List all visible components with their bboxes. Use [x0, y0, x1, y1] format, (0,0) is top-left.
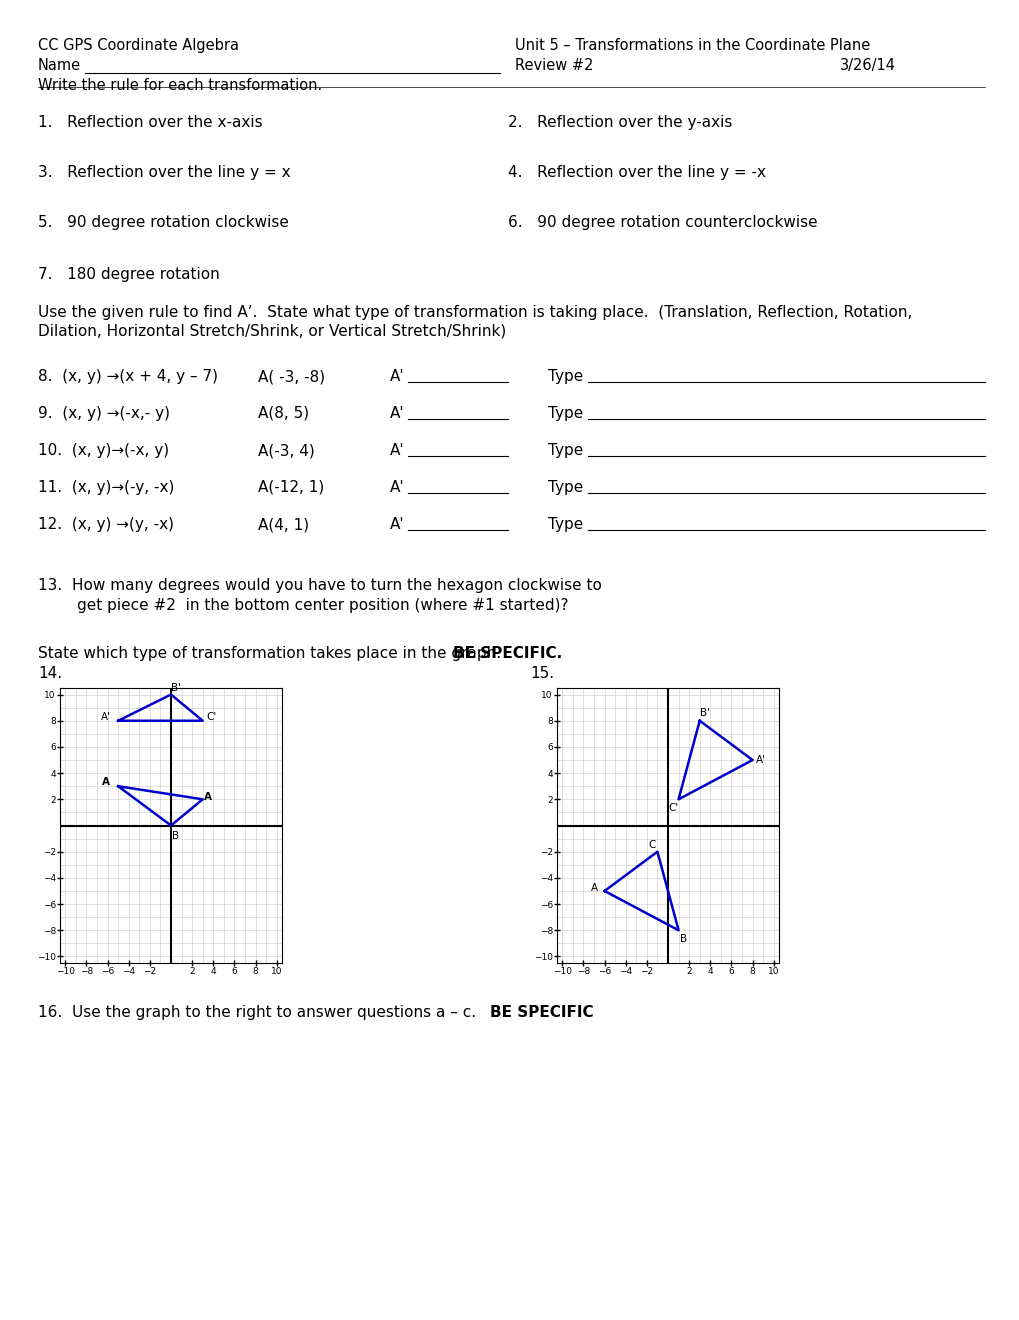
Text: 8.  (x, y) →(x + 4, y – 7): 8. (x, y) →(x + 4, y – 7): [38, 370, 218, 384]
Text: A: A: [590, 883, 597, 894]
Text: A': A': [755, 755, 765, 766]
Text: get piece #2  in the bottom center position (where #1 started)?: get piece #2 in the bottom center positi…: [38, 598, 568, 612]
Text: A': A': [389, 370, 405, 384]
Text: A': A': [389, 480, 405, 495]
Text: C': C': [206, 711, 216, 722]
Text: Review #2: Review #2: [515, 58, 593, 73]
Text: A': A': [389, 517, 405, 532]
Text: 14.: 14.: [38, 667, 62, 681]
Text: BE SPECIFIC: BE SPECIFIC: [489, 1005, 593, 1020]
Text: B': B': [171, 682, 181, 693]
Text: Type: Type: [547, 517, 583, 532]
Text: 5.   90 degree rotation clockwise: 5. 90 degree rotation clockwise: [38, 215, 288, 230]
Text: A(8, 5): A(8, 5): [258, 407, 309, 421]
Text: Type: Type: [547, 480, 583, 495]
Text: State which type of transformation takes place in the graph.: State which type of transformation takes…: [38, 645, 511, 661]
Text: Type: Type: [547, 444, 583, 458]
Text: Type: Type: [547, 407, 583, 421]
Text: C: C: [648, 840, 655, 850]
Text: Dilation, Horizontal Stretch/Shrink, or Vertical Stretch/Shrink): Dilation, Horizontal Stretch/Shrink, or …: [38, 323, 505, 339]
Text: 16.  Use the graph to the right to answer questions a – c.: 16. Use the graph to the right to answer…: [38, 1005, 485, 1020]
Text: BE SPECIFIC.: BE SPECIFIC.: [452, 645, 561, 661]
Text: A: A: [204, 792, 212, 801]
Text: A( -3, -8): A( -3, -8): [258, 370, 325, 384]
Text: A(-12, 1): A(-12, 1): [258, 480, 324, 495]
Text: A': A': [389, 444, 405, 458]
Text: B: B: [680, 935, 687, 944]
Text: 4.   Reflection over the line y = -x: 4. Reflection over the line y = -x: [507, 165, 765, 180]
Text: Name: Name: [38, 58, 82, 73]
Text: A: A: [101, 777, 109, 787]
Text: B: B: [171, 832, 178, 841]
Text: 9.  (x, y) →(-x,- y): 9. (x, y) →(-x,- y): [38, 407, 170, 421]
Text: A': A': [100, 711, 110, 722]
Text: Unit 5 – Transformations in the Coordinate Plane: Unit 5 – Transformations in the Coordina…: [515, 38, 869, 53]
Text: 1.   Reflection over the x-axis: 1. Reflection over the x-axis: [38, 115, 262, 129]
Text: 12.  (x, y) →(y, -x): 12. (x, y) →(y, -x): [38, 517, 174, 532]
Text: 13.  How many degrees would you have to turn the hexagon clockwise to: 13. How many degrees would you have to t…: [38, 578, 601, 593]
Text: A(4, 1): A(4, 1): [258, 517, 309, 532]
Text: CC GPS Coordinate Algebra: CC GPS Coordinate Algebra: [38, 38, 238, 53]
Text: A(-3, 4): A(-3, 4): [258, 444, 315, 458]
Text: 10.  (x, y)→(-x, y): 10. (x, y)→(-x, y): [38, 444, 169, 458]
Text: 15.: 15.: [530, 667, 553, 681]
Text: Type: Type: [547, 370, 583, 384]
Text: 6.   90 degree rotation counterclockwise: 6. 90 degree rotation counterclockwise: [507, 215, 817, 230]
Text: Write the rule for each transformation.: Write the rule for each transformation.: [38, 78, 322, 92]
Text: C': C': [667, 804, 678, 813]
Text: Use the given rule to find A’.  State what type of transformation is taking plac: Use the given rule to find A’. State wha…: [38, 305, 911, 319]
Text: 7.   180 degree rotation: 7. 180 degree rotation: [38, 267, 219, 282]
Text: B': B': [699, 708, 709, 718]
Text: 3.   Reflection over the line y = x: 3. Reflection over the line y = x: [38, 165, 290, 180]
Text: 3/26/14: 3/26/14: [840, 58, 895, 73]
Text: 11.  (x, y)→(-y, -x): 11. (x, y)→(-y, -x): [38, 480, 174, 495]
Text: A': A': [389, 407, 405, 421]
Text: 2.   Reflection over the y-axis: 2. Reflection over the y-axis: [507, 115, 732, 129]
